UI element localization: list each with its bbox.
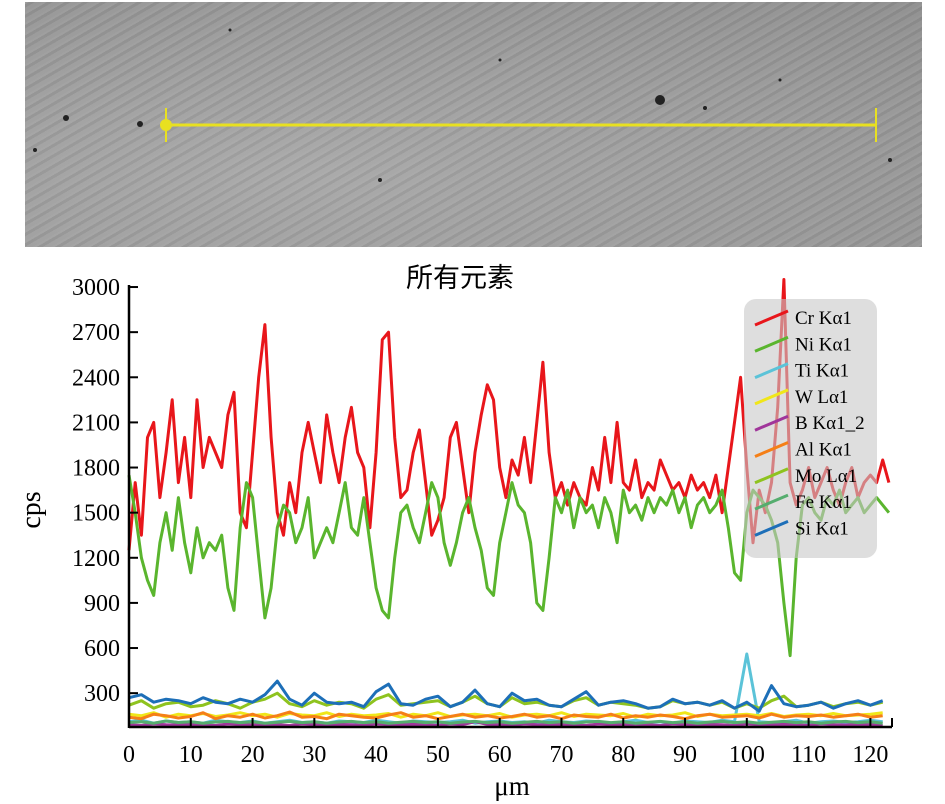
x-tick-label: 70 bbox=[549, 742, 573, 768]
y-tick-label: 1200 bbox=[72, 546, 120, 572]
legend: Cr Kα1 Ni Kα1 Ti Kα1 W Lα1 B Kα1_2 Al Kα1 Mo L… bbox=[744, 299, 877, 558]
x-tick-label: 60 bbox=[488, 742, 512, 768]
y-tick-label: 2700 bbox=[72, 320, 120, 346]
sem-pit bbox=[655, 95, 665, 105]
legend-label: Ti Kα1 bbox=[795, 361, 849, 382]
legend-swatch bbox=[754, 335, 789, 353]
x-tick-label: 40 bbox=[364, 742, 388, 768]
legend-label: Si Kα1 bbox=[795, 518, 849, 539]
y-tick-label: 300 bbox=[84, 681, 120, 707]
x-tick-label: 110 bbox=[791, 742, 826, 768]
axes: 300 600 900 1200 1500 1800 2100 2400 2700 3000 0 10… bbox=[72, 275, 893, 768]
sem-pit bbox=[888, 158, 892, 162]
y-tick-label: 600 bbox=[84, 636, 120, 662]
sem-features bbox=[33, 28, 892, 182]
y-tick-label: 2100 bbox=[72, 410, 120, 436]
legend-box bbox=[744, 299, 877, 558]
x-tick-label: 80 bbox=[611, 742, 635, 768]
legend-label: Ni Kα1 bbox=[795, 334, 852, 355]
sem-pit bbox=[33, 148, 37, 152]
sem-pit bbox=[378, 178, 382, 182]
legend-swatch bbox=[754, 362, 789, 379]
legend-swatch bbox=[754, 309, 789, 327]
series-line-Al-Kα1 bbox=[128, 710, 883, 721]
sem-pit bbox=[498, 58, 502, 62]
legend-swatch bbox=[754, 388, 789, 406]
legend-label: Cr Kα1 bbox=[795, 308, 852, 329]
scan-line bbox=[160, 108, 877, 142]
legend-label: W Lα1 bbox=[795, 387, 848, 408]
x-axis-label: μm bbox=[494, 771, 529, 801]
y-tick-label: 3000 bbox=[72, 275, 120, 301]
x-tick-label: 30 bbox=[302, 742, 326, 768]
sem-pit bbox=[778, 78, 782, 82]
sem-pit bbox=[228, 28, 232, 32]
legend-swatch bbox=[754, 493, 789, 511]
x-tick-label: 20 bbox=[241, 742, 265, 768]
x-tick-label: 120 bbox=[852, 742, 888, 768]
y-axis-label: cps bbox=[16, 491, 47, 528]
y-tick-label: 1500 bbox=[72, 501, 120, 527]
x-tick-label: 100 bbox=[729, 742, 765, 768]
sem-pit bbox=[703, 106, 707, 110]
x-tick-label: 10 bbox=[179, 742, 203, 768]
legend-swatch bbox=[754, 467, 789, 485]
x-tick-label: 0 bbox=[123, 742, 135, 768]
y-tick-label: 1800 bbox=[72, 456, 120, 482]
series-line-B-Kα1_2 bbox=[128, 720, 883, 727]
sem-pit bbox=[137, 121, 143, 127]
legend-swatch bbox=[754, 520, 789, 537]
legend-swatch bbox=[754, 414, 789, 432]
legend-label: Fe Kα1 bbox=[795, 492, 852, 513]
series-line-Si-Kα1 bbox=[128, 679, 884, 713]
legend-swatch bbox=[754, 441, 789, 458]
legend-label: B Kα1_2 bbox=[795, 413, 865, 434]
x-tick-label: 90 bbox=[673, 742, 697, 768]
chart-title: 所有元素 bbox=[406, 263, 514, 293]
sem-pit bbox=[63, 115, 69, 121]
y-tick-label: 2400 bbox=[72, 365, 120, 391]
x-tick-label: 50 bbox=[426, 742, 450, 768]
scan-start-point bbox=[160, 119, 172, 131]
y-tick-label: 900 bbox=[84, 591, 120, 617]
legend-label: Mo Lα1 bbox=[795, 466, 857, 487]
series-line-Fe-Kα1 bbox=[128, 719, 883, 725]
legend-label: Al Kα1 bbox=[795, 440, 852, 461]
